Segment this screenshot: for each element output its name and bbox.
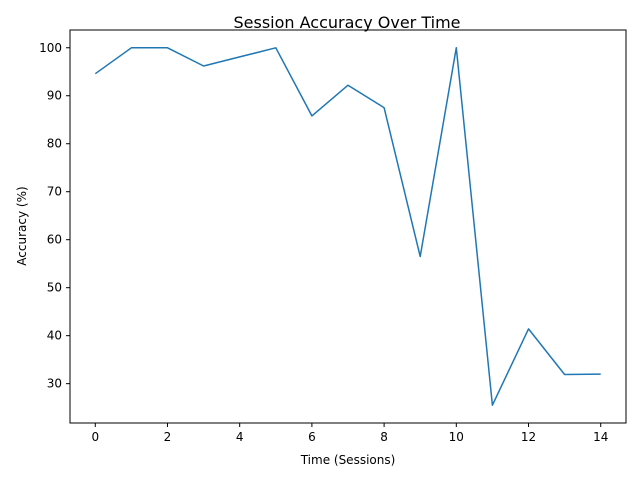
y-tick-label: 80	[47, 137, 62, 151]
y-tick-label: 30	[47, 377, 62, 391]
y-axis-title: Accuracy (%)	[15, 186, 29, 265]
y-tick-label: 40	[47, 329, 62, 343]
x-axis: 0 2 4 6 8 10 12 14	[91, 423, 608, 444]
x-tick-label: 12	[521, 430, 536, 444]
x-tick-label: 8	[380, 430, 388, 444]
y-axis: 30 40 50 60 70 80 90 100	[39, 41, 70, 391]
x-tick-label: 4	[236, 430, 244, 444]
y-tick-label: 70	[47, 185, 62, 199]
y-tick-label: 90	[47, 89, 62, 103]
y-tick-label: 60	[47, 233, 62, 247]
chart-title: Session Accuracy Over Time	[234, 13, 461, 32]
y-tick-label: 100	[39, 41, 62, 55]
x-axis-title: Time (Sessions)	[300, 453, 396, 467]
y-tick-label: 50	[47, 281, 62, 295]
x-tick-label: 2	[164, 430, 172, 444]
x-tick-label: 6	[308, 430, 316, 444]
x-tick-label: 0	[91, 430, 99, 444]
plot-frame	[69, 29, 627, 424]
series-line	[94, 47, 601, 406]
x-tick-label: 10	[449, 430, 464, 444]
series-layer	[94, 47, 601, 406]
x-tick-label: 14	[593, 430, 608, 444]
